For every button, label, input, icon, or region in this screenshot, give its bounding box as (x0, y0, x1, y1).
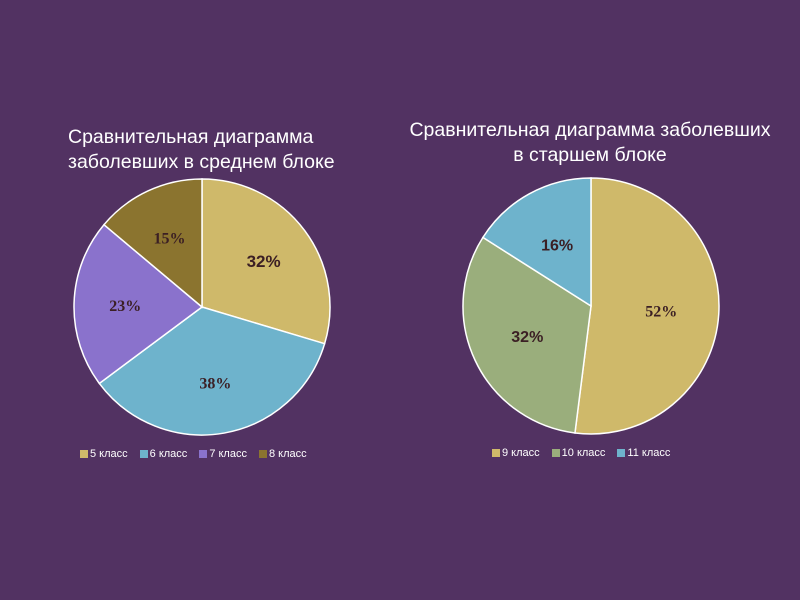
data-label-7-класс: 23% (109, 298, 141, 315)
legend-label: 8 класс (268, 448, 307, 460)
title-line-2: в старшем блоке (513, 144, 667, 166)
legend-swatch (80, 450, 88, 458)
legend-label: 7 класс (209, 448, 247, 460)
data-label-10-класс: 32% (511, 329, 543, 346)
legend-label: 6 класс (149, 448, 188, 460)
legend-senior-block: 9 класс 10 класс 11 класс (492, 447, 670, 459)
legend-swatch (139, 450, 148, 458)
chart-title-senior-block: Сравнительная диаграмма заболевших в ста… (380, 118, 800, 168)
data-label-8-класс: 15% (154, 230, 186, 247)
title-line-1: Сравнительная диаграмма заболевших (409, 119, 771, 141)
pie-slice-11-класс (481, 177, 592, 308)
legend-item-10-класс: 10 класс (551, 447, 606, 459)
legend-swatch (617, 449, 626, 457)
legend-label: 9 класс (502, 447, 540, 459)
data-label-6-класс: 38% (199, 376, 231, 393)
legend-middle-block: 5 класс 6 класс 7 класс 8 класс (80, 448, 307, 460)
data-label-9-класс: 52% (645, 303, 677, 320)
pie-slice-6-класс (98, 306, 326, 436)
pie-slice-8-класс (102, 178, 203, 309)
legend-swatch (551, 449, 560, 457)
title-line-2: заболевших в среднем блоке (68, 151, 335, 173)
legend-swatch (492, 449, 500, 457)
pie-slice-9-класс (574, 177, 720, 435)
legend-item-8-класс: 8 класс (258, 448, 307, 460)
legend-item-11-класс: 11 класс (617, 447, 670, 459)
title-line-1: Сравнительная диаграмма (68, 126, 314, 148)
legend-item-5-класс: 5 класс (80, 448, 128, 460)
legend-swatch (258, 450, 267, 458)
legend-label: 5 класс (90, 448, 128, 460)
legend-item-7-класс: 7 класс (199, 448, 247, 460)
pie-slice-5-класс (201, 178, 331, 345)
data-label-11-класс: 16% (541, 237, 573, 254)
legend-item-9-класс: 9 класс (492, 447, 540, 459)
legend-item-6-класс: 6 класс (139, 448, 188, 460)
legend-label: 11 класс (627, 447, 671, 459)
data-label-5-класс: 32% (247, 252, 281, 271)
chart-title-middle-block: Сравнительная диаграмма заболевших в сре… (68, 125, 388, 175)
legend-swatch (199, 450, 208, 458)
legend-label: 10 класс (561, 447, 606, 459)
pie-slice-7-класс (73, 223, 204, 385)
